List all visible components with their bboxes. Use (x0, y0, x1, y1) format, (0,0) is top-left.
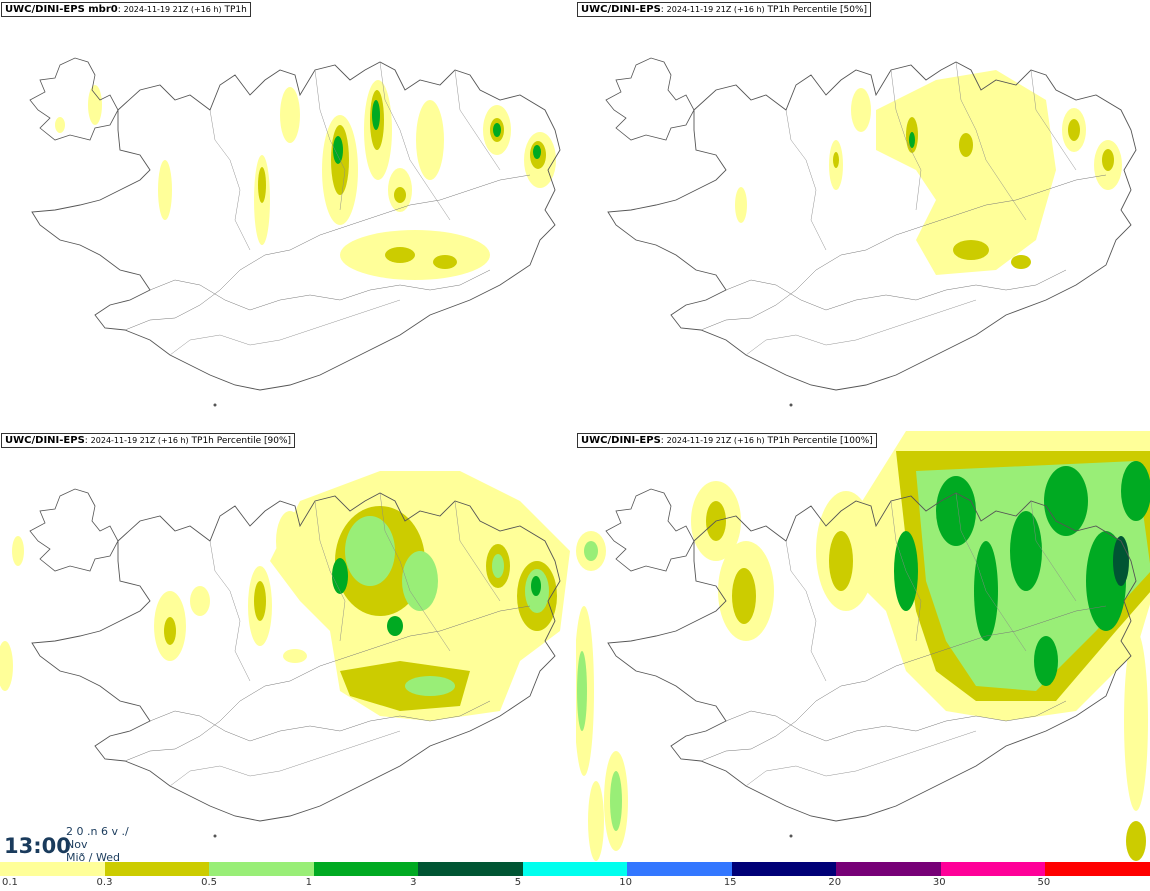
valid-month: Nov (66, 838, 88, 851)
panel-title: UWC/DINI-EPS mbr0: 2024-11-19 21Z (+16 h… (1, 2, 251, 17)
map-panel-p100: UWC/DINI-EPS: 2024-11-19 21Z (+16 h) TP1… (576, 431, 1150, 861)
panel-title: UWC/DINI-EPS: 2024-11-19 21Z (+16 h) TP1… (577, 2, 872, 17)
map-panel-p90: UWC/DINI-EPS: 2024-11-19 21Z (+16 h) TP1… (0, 431, 575, 861)
map-panel-p50: UWC/DINI-EPS: 2024-11-19 21Z (+16 h) TP1… (576, 0, 1150, 430)
legend-label: 1 (305, 877, 312, 888)
precip-legend: 0.1 0.3 0.5 1 3 5 10 15 20 30 50 (0, 862, 1150, 891)
legend-label: 20 (828, 877, 842, 888)
legend-swatch (418, 862, 523, 876)
legend-colorbar (0, 862, 1150, 876)
legend-label: 10 (619, 877, 632, 888)
legend-label: 30 (932, 877, 946, 888)
valid-hour: 13:00 (4, 834, 71, 858)
legend-label: 50 (1037, 877, 1051, 888)
legend-swatch (731, 862, 837, 876)
legend-label: 0.3 (96, 877, 113, 888)
legend-label: 3 (410, 877, 417, 888)
precip-map-mbr0 (29, 57, 561, 407)
precip-map-p50 (605, 57, 1137, 407)
legend-swatch (836, 862, 941, 876)
legend-swatch (627, 862, 732, 876)
precip-map-p90 (0, 471, 570, 838)
legend-swatch (522, 862, 628, 876)
legend-swatch (0, 862, 105, 876)
panel-title: UWC/DINI-EPS: 2024-11-19 21Z (+16 h) TP1… (577, 433, 877, 448)
legend-label: 5 (514, 877, 522, 888)
precip-map-p100 (576, 431, 1150, 861)
legend-swatch (313, 862, 419, 876)
valid-time-box: 13:00 2 0 .n 6 v ./ Nov Mið / Wed (0, 825, 132, 864)
legend-swatch (1045, 862, 1150, 876)
legend-label: 0.5 (201, 877, 217, 888)
legend-swatch (209, 862, 314, 876)
panel-title: UWC/DINI-EPS: 2024-11-19 21Z (+16 h) TP1… (1, 433, 296, 448)
legend-label: 15 (723, 877, 737, 888)
valid-day: Mið / Wed (66, 851, 120, 864)
legend-label: 0.1 (2, 877, 18, 888)
map-panel-mbr0: UWC/DINI-EPS mbr0: 2024-11-19 21Z (+16 h… (0, 0, 575, 430)
legend-swatch (940, 862, 1046, 876)
valid-date: 2 0 .n 6 v ./ (66, 825, 129, 838)
legend-swatch (104, 862, 210, 876)
